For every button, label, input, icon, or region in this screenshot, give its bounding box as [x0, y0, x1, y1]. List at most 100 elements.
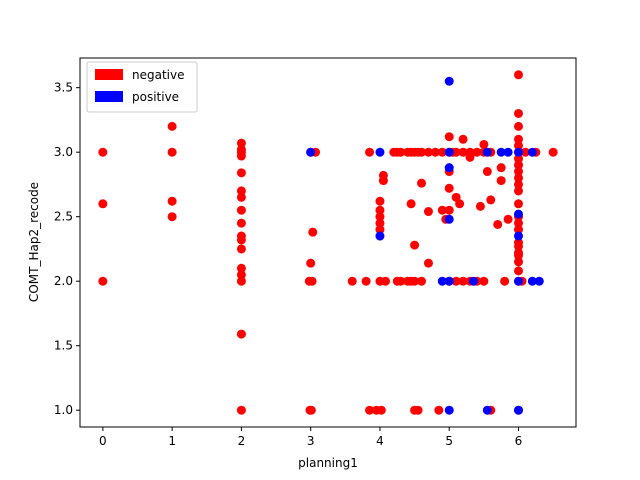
point-negative-115 — [514, 173, 523, 183]
point-positive-4 — [444, 276, 454, 286]
legend-label-negative: negative — [132, 68, 184, 82]
point-negative-69 — [413, 405, 423, 415]
point-negative-54 — [396, 147, 406, 157]
point-negative-81 — [458, 134, 468, 144]
axes-frame — [79, 57, 577, 428]
point-negative-26 — [308, 227, 318, 237]
point-positive-9 — [444, 405, 454, 415]
x-axis-label: planning1 — [298, 456, 358, 470]
point-negative-1 — [98, 199, 108, 209]
point-negative-10 — [236, 151, 246, 161]
point-negative-127 — [514, 266, 523, 276]
point-negative-70 — [434, 405, 444, 415]
y-tick-label-4: 3.0 — [54, 145, 73, 159]
point-negative-91 — [475, 201, 485, 211]
point-negative-62 — [406, 199, 416, 209]
point-negative-102 — [479, 276, 489, 286]
point-negative-97 — [503, 214, 513, 224]
point-negative-46 — [378, 176, 388, 186]
point-positive-6 — [444, 163, 454, 173]
x-tick-label-3: 3 — [307, 434, 315, 448]
point-positive-21 — [527, 276, 537, 286]
point-negative-5 — [167, 196, 177, 206]
point-negative-17 — [236, 235, 246, 245]
point-negative-112 — [514, 154, 523, 164]
point-negative-87 — [455, 199, 465, 209]
point-positive-11 — [482, 405, 492, 415]
y-tick-label-2: 2.0 — [54, 274, 73, 288]
point-negative-67 — [417, 276, 427, 286]
point-negative-74 — [451, 147, 461, 157]
legend-swatch-positive — [95, 91, 123, 102]
point-negative-63 — [410, 240, 420, 250]
point-negative-29 — [307, 276, 317, 286]
legend-label-positive: positive — [132, 90, 179, 104]
point-negative-3 — [167, 121, 177, 131]
point-negative-130 — [520, 147, 530, 157]
point-negative-51 — [410, 276, 420, 286]
y-tick-label-1: 1.5 — [54, 339, 73, 353]
point-negative-64 — [417, 178, 427, 188]
point-positive-2 — [375, 231, 385, 241]
x-tick-label-2: 2 — [238, 434, 246, 448]
point-negative-120 — [514, 218, 523, 228]
point-negative-11 — [236, 168, 246, 178]
point-negative-92 — [486, 195, 496, 205]
point-negative-94 — [493, 219, 503, 229]
point-negative-2 — [98, 276, 108, 286]
point-negative-48 — [396, 276, 406, 286]
point-positive-13 — [496, 147, 506, 157]
point-negative-42 — [375, 212, 385, 222]
point-negative-0 — [98, 147, 108, 157]
point-negative-75 — [458, 147, 468, 157]
point-negative-118 — [514, 199, 523, 209]
point-negative-35 — [365, 405, 375, 415]
y-axis-label: COMT_Hap2_recode — [27, 182, 41, 302]
point-negative-22 — [236, 329, 246, 339]
point-negative-40 — [375, 196, 385, 206]
point-negative-89 — [444, 205, 454, 215]
point-positive-7 — [444, 214, 454, 224]
point-negative-83 — [479, 139, 489, 149]
point-negative-132 — [548, 147, 558, 157]
point-negative-108 — [514, 121, 523, 131]
point-negative-12 — [236, 186, 246, 196]
x-tick-label-1: 1 — [168, 434, 176, 448]
y-tick-label-5: 3.5 — [54, 81, 73, 95]
point-positive-18 — [514, 276, 523, 286]
point-negative-98 — [451, 276, 461, 286]
point-negative-41 — [375, 205, 385, 215]
point-negative-59 — [417, 147, 427, 157]
point-negative-99 — [458, 276, 468, 286]
legend-swatch-negative — [95, 69, 123, 80]
point-negative-88 — [437, 205, 447, 215]
point-negative-60 — [423, 147, 433, 157]
point-positive-3 — [437, 276, 447, 286]
point-negative-96 — [496, 176, 506, 186]
point-negative-106 — [514, 70, 523, 80]
y-tick-label-3: 2.5 — [54, 210, 73, 224]
legend: negative positive — [86, 61, 198, 113]
point-negative-44 — [375, 225, 385, 235]
point-negative-107 — [514, 108, 523, 118]
y-tick-label-0: 1.0 — [54, 403, 73, 417]
point-negative-109 — [514, 134, 523, 144]
point-negative-66 — [423, 258, 433, 268]
point-negative-126 — [514, 257, 523, 267]
point-positive-14 — [503, 147, 513, 157]
point-negative-110 — [514, 141, 523, 151]
point-negative-37 — [376, 405, 386, 415]
point-negative-123 — [514, 241, 523, 251]
point-positive-19 — [514, 405, 523, 415]
point-negative-7 — [236, 138, 246, 148]
point-negative-39 — [381, 276, 390, 286]
point-negative-121 — [514, 225, 523, 235]
point-negative-33 — [361, 276, 371, 286]
point-negative-14 — [236, 205, 246, 215]
point-negative-114 — [514, 167, 523, 177]
point-negative-93 — [482, 167, 492, 177]
point-negative-20 — [236, 270, 246, 280]
point-positive-10 — [468, 276, 478, 286]
point-negative-80 — [444, 132, 454, 142]
point-negative-15 — [236, 218, 246, 228]
